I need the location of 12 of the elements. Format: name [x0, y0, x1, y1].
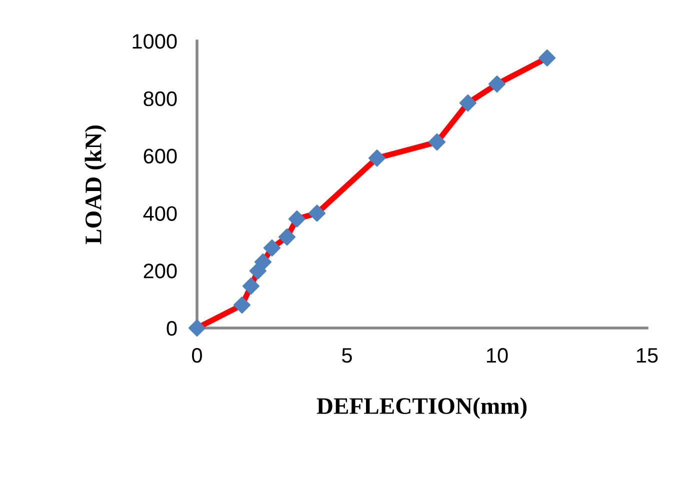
y-tick-label: 800 — [144, 91, 177, 106]
y-tick-label: 600 — [144, 148, 177, 164]
y-axis-title: LOAD (kN) — [84, 126, 106, 244]
y-tick-label: 1000 — [132, 34, 177, 49]
y-tick-label: 400 — [143, 206, 177, 221]
y-tick-label: 0 — [166, 321, 177, 336]
x-tick-label: 10 — [487, 348, 508, 363]
x-axis-title: DEFLECTION(mm) — [316, 397, 527, 419]
y-tick-label: 200 — [144, 264, 177, 278]
x-tick-label: 0 — [192, 348, 202, 363]
x-tick-label: 15 — [637, 348, 658, 363]
x-tick-label: 5 — [342, 348, 352, 363]
